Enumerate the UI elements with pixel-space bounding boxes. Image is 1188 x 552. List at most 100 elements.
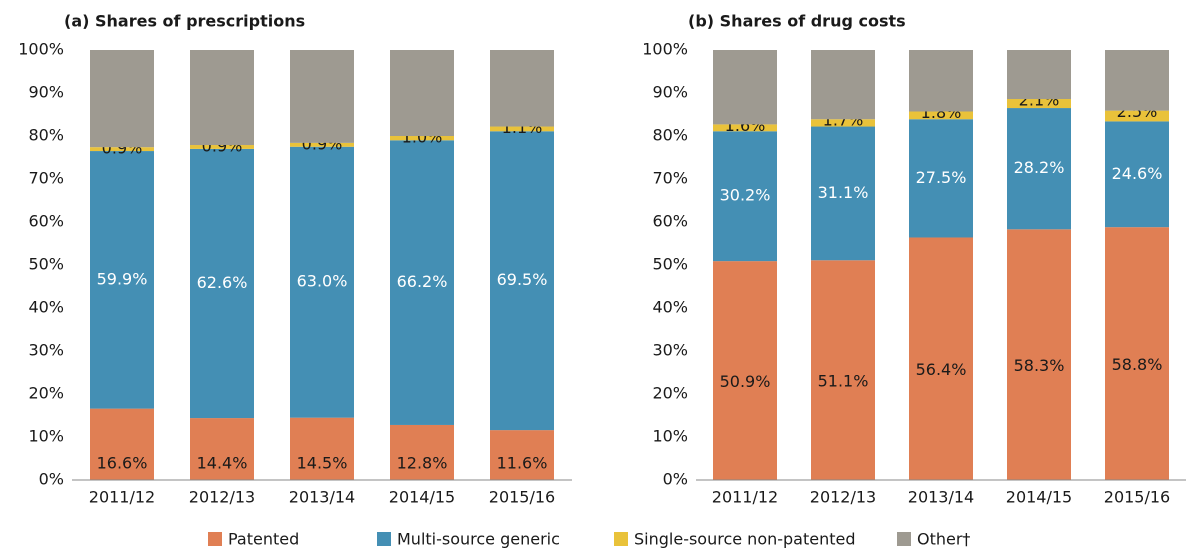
bar-segment [713, 131, 777, 262]
x-tick-label: 2014/15 [389, 488, 455, 507]
data-label: 31.1% [818, 183, 869, 202]
data-label: 58.3% [1014, 356, 1065, 375]
y-tick-label: 70% [652, 169, 688, 188]
y-tick-label: 60% [652, 212, 688, 231]
bar-segment [290, 417, 354, 480]
data-label: 51.1% [818, 372, 869, 391]
data-label: 66.2% [397, 272, 448, 291]
y-tick-label: 20% [652, 384, 688, 403]
y-tick-label: 40% [28, 298, 64, 317]
y-tick-label: 90% [28, 83, 64, 102]
bar-segment [390, 140, 454, 425]
bar-segment [1105, 110, 1169, 122]
bar-segment [190, 145, 254, 149]
y-tick-label: 80% [28, 126, 64, 145]
bar-segment [290, 142, 354, 147]
data-label: 58.8% [1112, 355, 1163, 374]
data-label: 69.5% [497, 270, 548, 289]
y-tick-label: 10% [28, 427, 64, 446]
data-label: 50.9% [720, 372, 771, 391]
y-tick-label: 100% [18, 40, 64, 59]
bar-segment [390, 424, 454, 480]
y-tick-label: 80% [652, 126, 688, 145]
bar-segment [1105, 50, 1169, 111]
bar-segment [811, 126, 875, 261]
x-tick-label: 2011/12 [712, 488, 778, 507]
data-label: 27.5% [916, 168, 967, 187]
y-tick-label: 30% [28, 341, 64, 360]
data-label: 28.2% [1014, 158, 1065, 177]
y-tick-label: 10% [652, 427, 688, 446]
bar-segment [90, 408, 154, 480]
data-label: 14.5% [297, 454, 348, 473]
data-label: 14.4% [197, 454, 248, 473]
y-tick-label: 30% [652, 341, 688, 360]
x-tick-label: 2011/12 [89, 488, 155, 507]
y-tick-label: 50% [652, 255, 688, 274]
x-tick-label: 2014/15 [1006, 488, 1072, 507]
bar-segment [1105, 121, 1169, 228]
bar-segment [90, 147, 154, 152]
bar-segment [1105, 227, 1169, 480]
bar-segment [490, 430, 554, 480]
y-tick-label: 50% [28, 255, 64, 274]
legend-swatch [208, 532, 222, 546]
y-tick-label: 70% [28, 169, 64, 188]
bar-segment [811, 50, 875, 120]
bar-segment [90, 50, 154, 148]
bar-segment [811, 119, 875, 127]
chart-title: (a) Shares of prescriptions [64, 12, 305, 31]
bar-segment [909, 111, 973, 120]
y-tick-label: 20% [28, 384, 64, 403]
y-tick-label: 0% [39, 470, 64, 489]
data-label: 12.8% [397, 454, 448, 473]
data-label: 59.9% [97, 269, 148, 288]
bar-segment [1007, 50, 1071, 100]
y-tick-label: 90% [652, 83, 688, 102]
legend-label: Other† [917, 530, 970, 549]
bar-segment [390, 50, 454, 136]
data-label: 16.6% [97, 454, 148, 473]
data-label: 63.0% [297, 272, 348, 291]
bar-segment [190, 148, 254, 419]
bar-segment [490, 126, 554, 132]
bar-segment [713, 124, 777, 132]
legend-swatch [897, 532, 911, 546]
bar-segment [909, 237, 973, 480]
x-tick-label: 2015/16 [1104, 488, 1170, 507]
bar-segment [713, 50, 777, 125]
legend-swatch [377, 532, 391, 546]
x-tick-label: 2012/13 [189, 488, 255, 507]
y-tick-label: 60% [28, 212, 64, 231]
chart-title: (b) Shares of drug costs [688, 12, 906, 31]
data-label: 56.4% [916, 360, 967, 379]
x-tick-label: 2012/13 [810, 488, 876, 507]
data-label: 62.6% [197, 273, 248, 292]
x-tick-label: 2015/16 [489, 488, 555, 507]
bar-segment [190, 418, 254, 480]
bar-segment [390, 136, 454, 141]
x-tick-label: 2013/14 [908, 488, 974, 507]
legend-label: Multi-source generic [397, 530, 560, 549]
bar-segment [909, 119, 973, 238]
bar-segment [713, 261, 777, 480]
bar-segment [290, 50, 354, 143]
bar-segment [490, 131, 554, 431]
bar-segment [909, 50, 973, 112]
y-tick-label: 100% [642, 40, 688, 59]
data-label: 24.6% [1112, 164, 1163, 183]
legend-label: Single-source non-patented [634, 530, 856, 549]
legend-swatch [614, 532, 628, 546]
data-label: 11.6% [497, 454, 548, 473]
x-tick-label: 2013/14 [289, 488, 355, 507]
y-tick-label: 0% [663, 470, 688, 489]
bar-segment [1007, 108, 1071, 230]
data-label: 30.2% [720, 186, 771, 205]
bar-segment [1007, 99, 1071, 109]
bar-segment [811, 260, 875, 480]
bar-segment [1007, 229, 1071, 480]
y-tick-label: 40% [652, 298, 688, 317]
bar-segment [290, 146, 354, 418]
legend-label: Patented [228, 530, 299, 549]
